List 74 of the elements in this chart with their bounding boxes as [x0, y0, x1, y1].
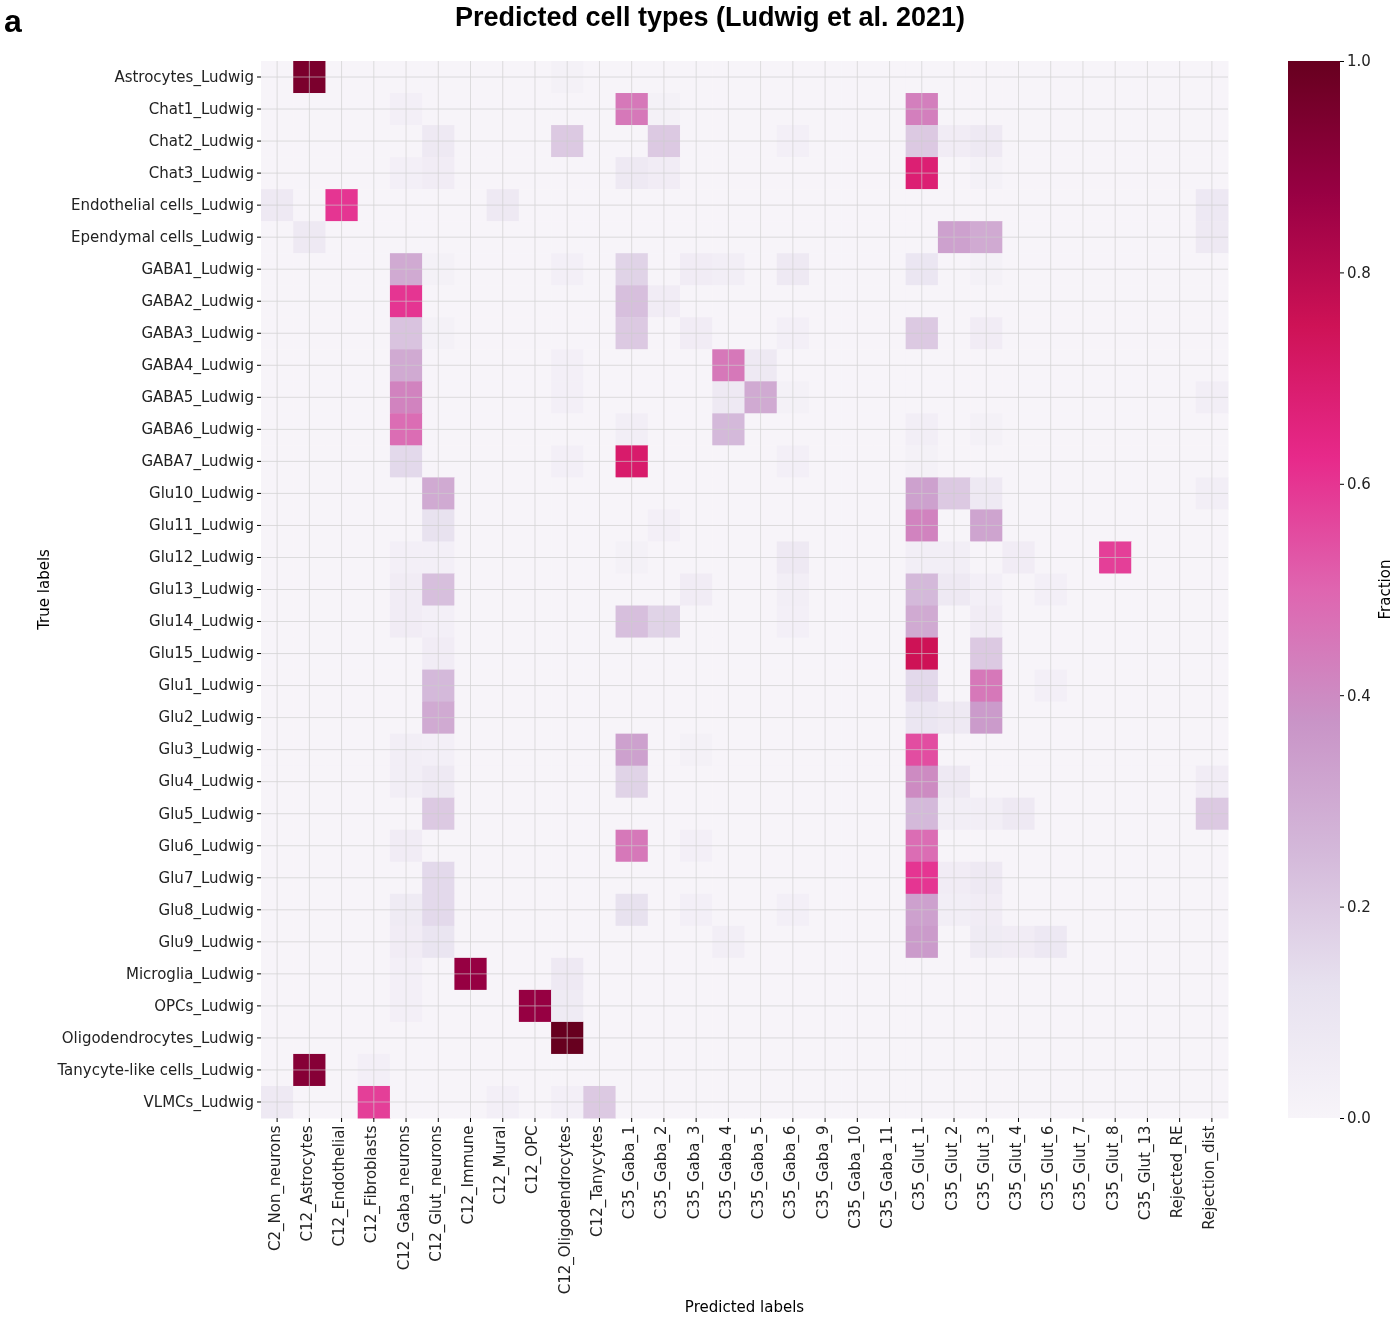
y-tick-label: Glu1_Ludwig: [158, 676, 254, 696]
x-tick-label: C35_Gaba_6: [781, 1125, 801, 1220]
color-bar-title: Fraction: [1376, 559, 1394, 620]
x-tick-label: C35_Glut_3: [974, 1125, 994, 1211]
y-tick-label: Chat1_Ludwig: [148, 99, 254, 119]
y-axis-title: True labels: [35, 548, 53, 631]
x-tick-label: C35_Glut_4: [1006, 1125, 1026, 1211]
y-tick-label: GABA5_Ludwig: [141, 388, 254, 408]
y-tick-label: GABA6_Ludwig: [141, 420, 254, 440]
x-tick-label: C12_Fibroblasts: [362, 1125, 382, 1244]
y-tick-label: Ependymal cells_Ludwig: [70, 227, 254, 247]
x-tick-label: C35_Glut_7: [1071, 1125, 1091, 1211]
y-tick-label: GABA1_Ludwig: [141, 260, 254, 279]
x-tick-label: Rejected_RE: [1168, 1125, 1188, 1219]
y-tick-label: Glu12_Ludwig: [149, 548, 254, 568]
x-tick-label: C35_Gaba_11: [878, 1125, 898, 1229]
text: a: [4, 3, 22, 39]
y-tick-label: Oligodendrocytes_Ludwig: [61, 1028, 254, 1048]
x-tick-label: C35_Glut_6: [1039, 1125, 1059, 1211]
y-tick-label: Chat3_Ludwig: [148, 163, 254, 183]
y-tick-label: Endothelial cells_Ludwig: [71, 195, 254, 215]
x-axis-title: Predicted labels: [684, 1298, 805, 1316]
y-tick-label: Chat2_Ludwig: [148, 131, 254, 151]
x-tick-label: C35_Gaba_1: [620, 1125, 640, 1220]
y-tick-label: Glu2_Ludwig: [158, 708, 254, 728]
y-tick-label: Glu5_Ludwig: [158, 804, 254, 824]
x-tick-label: C35_Gaba_2: [652, 1125, 672, 1220]
y-tick-label: GABA7_Ludwig: [141, 452, 254, 472]
y-tick-label: VLMCs_Ludwig: [143, 1092, 254, 1112]
x-tick-label: C12_Tanycytes: [587, 1125, 607, 1237]
x-tick-label: C12_Immune: [459, 1125, 479, 1225]
y-tick-label: Glu14_Ludwig: [149, 612, 254, 632]
y-tick-label: GABA4_Ludwig: [141, 356, 254, 376]
color-bar-label: 1.0: [1347, 52, 1371, 71]
y-tick-label: Microglia_Ludwig: [126, 964, 254, 984]
color-bar-label: 0.0: [1347, 1109, 1371, 1128]
x-tick-label: C35_Glut_8: [1103, 1125, 1123, 1211]
chart-title: Predicted cell types (Ludwig et al. 2021): [454, 2, 966, 32]
x-tick-label: C12_OPC: [523, 1125, 543, 1194]
y-tick-label: Tanycyte-like cells_Ludwig: [56, 1060, 254, 1080]
x-tick-label: Rejection_dist: [1200, 1125, 1220, 1230]
y-tick-label: Glu3_Ludwig: [158, 740, 254, 760]
y-tick-label: Glu7_Ludwig: [158, 868, 254, 888]
x-tick-label: C12_Glut_neurons: [426, 1125, 446, 1262]
x-tick-label: C35_Glut_2: [942, 1125, 962, 1211]
y-tick-label: Glu15_Ludwig: [149, 644, 254, 664]
x-tick-label: C12_Mural: [491, 1125, 511, 1205]
y-tick-label: GABA2_Ludwig: [141, 292, 254, 312]
x-tick-label: C12_Gaba_neurons: [394, 1125, 414, 1271]
x-tick-label: C2_Non_neurons: [265, 1125, 285, 1252]
x-tick-label: C35_Gaba_5: [749, 1125, 769, 1220]
y-tick-label: Glu9_Ludwig: [158, 932, 254, 952]
x-tick-label: C35_Gaba_4: [716, 1125, 736, 1220]
y-tick-label: Glu11_Ludwig: [149, 516, 254, 536]
y-tick-label: Glu8_Ludwig: [158, 900, 254, 920]
x-tick-label: C35_Glut_1: [910, 1125, 930, 1211]
color-bar-label: 0.2: [1347, 897, 1371, 916]
y-tick-label: Glu10_Ludwig: [149, 484, 254, 504]
y-tick-label: Glu4_Ludwig: [158, 772, 254, 792]
x-tick-label: C12_Astrocytes: [297, 1125, 317, 1242]
color-bar-label: 0.6: [1347, 475, 1371, 494]
y-tick-label: Glu13_Ludwig: [149, 580, 254, 600]
x-tick-label: C35_Gaba_9: [813, 1125, 833, 1220]
x-tick-label: C12_Oligodendrocytes: [555, 1125, 575, 1295]
x-tick-label: C12_Endothelial: [330, 1125, 350, 1247]
color-bar-label: 0.4: [1347, 686, 1371, 705]
x-tick-label: C35_Glut_13: [1135, 1125, 1155, 1221]
y-tick-label: Astrocytes_Ludwig: [114, 67, 254, 87]
color-bar-label: 0.8: [1347, 263, 1371, 282]
x-tick-label: C35_Gaba_3: [684, 1125, 704, 1220]
y-tick-label: GABA3_Ludwig: [141, 324, 254, 344]
y-tick-label: OPCs_Ludwig: [154, 996, 254, 1016]
x-tick-label: C35_Gaba_10: [845, 1125, 865, 1229]
y-tick-label: Glu6_Ludwig: [158, 836, 254, 856]
